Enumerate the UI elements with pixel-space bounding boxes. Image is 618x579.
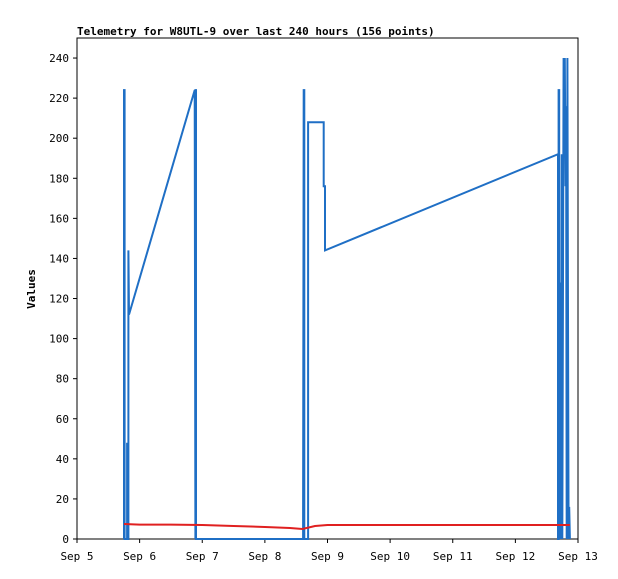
x-tick-label: Sep 8	[248, 550, 281, 563]
y-axis: 0 20 40 60 80 100 120 140 160 180 200 220 240	[49, 52, 77, 546]
x-tick-label: Sep 9	[311, 550, 344, 563]
y-tick-label: 160	[49, 212, 69, 225]
plot-frame	[76, 37, 579, 540]
y-tick-label: 140	[49, 252, 69, 265]
y-tick-label: 40	[56, 453, 69, 466]
x-tick-label: Sep 13	[558, 550, 598, 563]
series-layer	[123, 57, 571, 540]
y-tick-label: 120	[49, 293, 69, 306]
x-axis: Sep 5 Sep 6 Sep 7 Sep 8 Sep 9 Sep 10 Sep 11 Sep…	[60, 539, 598, 563]
y-tick-label: 180	[49, 172, 69, 185]
y-axis-title: Values	[25, 269, 38, 309]
y-tick-label: 220	[49, 92, 69, 105]
y-tick-label: 0	[62, 533, 69, 546]
y-tick-label: 60	[56, 413, 69, 426]
y-tick-label: 200	[49, 132, 69, 145]
x-tick-label: Sep 5	[60, 550, 93, 563]
y-tick-label: 100	[49, 333, 69, 346]
x-tick-label: Sep 6	[123, 550, 156, 563]
y-tick-label: 240	[49, 52, 69, 65]
x-tick-label: Sep 10	[370, 550, 410, 563]
x-tick-label: Sep 11	[433, 550, 473, 563]
x-tick-label: Sep 12	[496, 550, 536, 563]
y-tick-label: 80	[56, 373, 69, 386]
y-tick-label: 20	[56, 493, 69, 506]
chart-title: Telemetry for W8UTL-9 over last 240 hour…	[77, 25, 435, 38]
series-line-2	[123, 523, 570, 531]
x-tick-label: Sep 7	[186, 550, 219, 563]
series-line-1	[123, 57, 571, 540]
